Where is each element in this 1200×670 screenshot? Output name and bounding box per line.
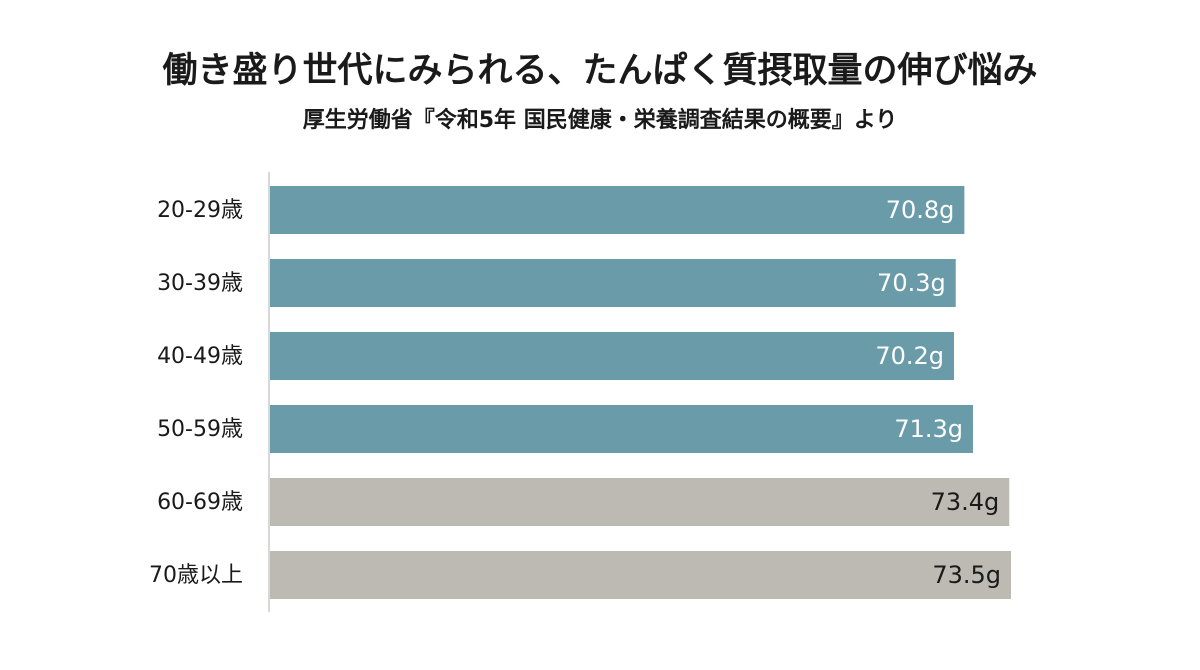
value-label: 70.8g <box>886 196 955 224</box>
category-label: 60-69歳 <box>157 490 243 515</box>
value-label: 70.3g <box>877 269 946 297</box>
value-label: 73.4g <box>931 488 1000 516</box>
bar <box>270 478 1010 526</box>
category-label: 30-39歳 <box>157 271 243 296</box>
category-label: 70歳以上 <box>149 563 243 588</box>
category-label: 50-59歳 <box>157 417 243 442</box>
chart-subtitle: 厚生労働省『令和5年 国民健康・栄養調査結果の概要』より <box>303 107 898 133</box>
bar <box>270 332 954 380</box>
category-label: 20-29歳 <box>157 198 243 223</box>
category-label: 40-49歳 <box>157 344 243 369</box>
bar <box>270 551 1011 599</box>
value-label: 71.3g <box>894 415 963 443</box>
bar <box>270 405 973 453</box>
bar <box>270 186 965 234</box>
bar <box>270 259 956 307</box>
value-label: 70.2g <box>875 342 944 370</box>
chart-title: 働き盛り世代にみられる、たんぱく質摂取量の伸び悩み <box>162 51 1037 91</box>
value-label: 73.5g <box>932 561 1001 589</box>
